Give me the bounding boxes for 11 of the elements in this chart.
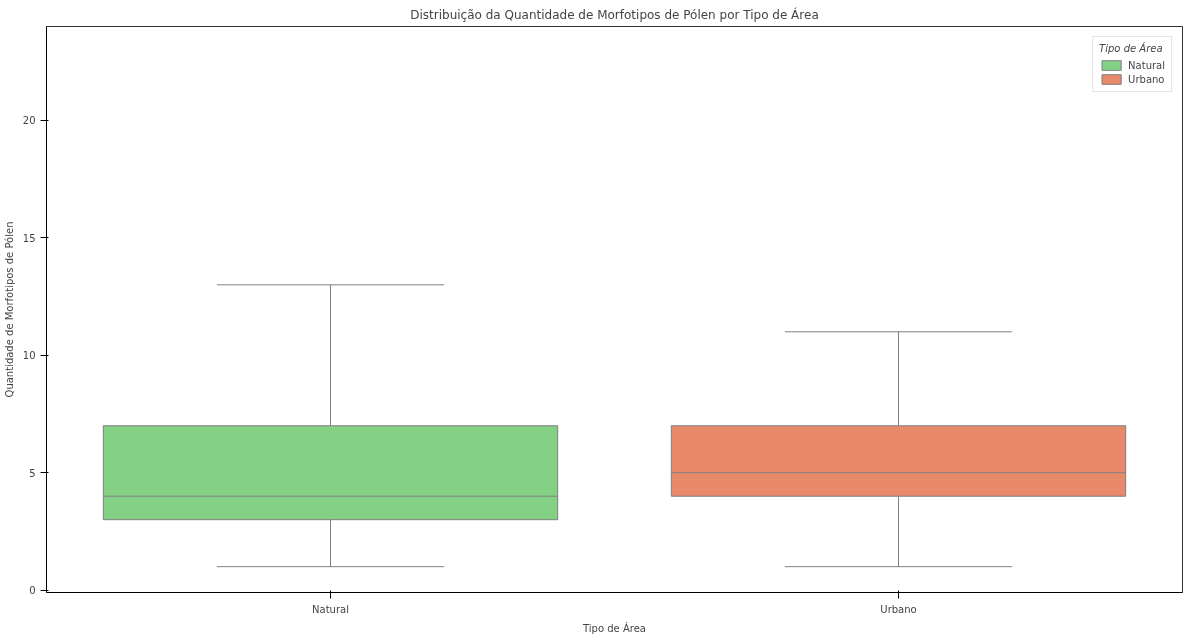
y-tick-label: 15: [22, 232, 36, 244]
legend-label: Natural: [1128, 59, 1165, 71]
y-tick-label: 20: [22, 115, 36, 127]
x-axis-title: Tipo de Área: [582, 621, 646, 634]
y-axis-title: Quantidade de Morfotipos de Pólen: [3, 221, 15, 398]
y-tick-label: 10: [22, 350, 36, 362]
legend-label: Urbano: [1128, 73, 1165, 85]
legend-title: Tipo de Área: [1099, 43, 1164, 54]
chart-title: Distribuição da Quantidade de Morfotipos de Pólen por Tipo de Área: [410, 6, 819, 22]
y-tick-label: 5: [29, 467, 36, 479]
y-tick-label: 0: [29, 585, 36, 597]
